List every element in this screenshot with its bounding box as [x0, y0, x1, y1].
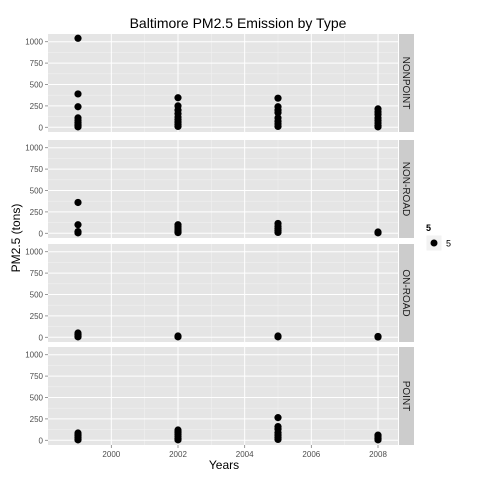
- facet-panel-point: 0 250 500 750 1000 POINT: [25, 347, 414, 445]
- y-tick-label: 250: [30, 102, 44, 111]
- data-point: [74, 34, 82, 42]
- data-point: [274, 122, 282, 131]
- x-tick-label: 2002: [169, 450, 187, 459]
- data-point: [174, 229, 182, 237]
- data-point: [374, 436, 382, 444]
- data-point: [174, 94, 182, 102]
- panel-background: [48, 140, 398, 238]
- y-tick-label: 250: [30, 208, 44, 217]
- data-point: [374, 333, 382, 341]
- data-point: [74, 229, 82, 237]
- facet-panels: 0 250 500 750 1000 NONPOINT 0 250 500 750 1000 NON-…: [25, 34, 414, 445]
- y-tick-label: 0: [39, 123, 44, 132]
- y-tick-label: 250: [30, 312, 44, 321]
- y-tick-label: 0: [39, 333, 44, 342]
- facet-strip-label: NON-ROAD: [400, 162, 411, 216]
- y-tick-label: 1000: [25, 38, 43, 47]
- data-point: [74, 90, 82, 98]
- data-point: [274, 414, 282, 422]
- facet-strip-label: POINT: [400, 381, 411, 412]
- data-point: [74, 123, 82, 131]
- data-point: [174, 122, 182, 131]
- facet-panel-on-road: 0 250 500 750 1000 ON-ROAD: [25, 244, 414, 342]
- facet-panel-non-road: 0 250 500 750 1000 NON-ROAD: [25, 140, 414, 238]
- data-point: [274, 94, 282, 102]
- y-tick-label: 1000: [25, 351, 43, 360]
- y-tick-label: 500: [30, 290, 44, 299]
- data-point: [374, 229, 382, 237]
- data-point: [174, 436, 182, 444]
- data-point: [274, 435, 282, 444]
- data-point: [74, 103, 82, 111]
- legend-key-point: [430, 239, 438, 247]
- panel-background: [48, 244, 398, 342]
- y-tick-label: 750: [30, 59, 44, 68]
- data-point: [74, 333, 82, 341]
- data-point: [74, 221, 82, 229]
- legend: 5 5: [425, 223, 451, 252]
- facet-strip: [399, 140, 414, 238]
- panel-background: [48, 34, 398, 132]
- y-tick-label: 500: [30, 393, 44, 402]
- facet-strip: [399, 347, 414, 445]
- panel-background: [48, 347, 398, 445]
- x-axis: 2000 2002 2004 2006 2008: [102, 445, 387, 459]
- data-point: [74, 198, 82, 207]
- y-tick-label: 1000: [25, 248, 43, 257]
- x-tick-label: 2004: [236, 450, 254, 459]
- y-tick-label: 250: [30, 415, 44, 424]
- x-tick-label: 2000: [102, 450, 120, 459]
- data-point: [374, 123, 382, 131]
- y-tick-label: 750: [30, 269, 44, 278]
- data-point: [74, 436, 82, 444]
- legend-label: 5: [446, 239, 451, 249]
- facet-strip: [399, 244, 414, 342]
- y-tick-label: 0: [39, 229, 44, 238]
- y-tick-label: 750: [30, 372, 44, 381]
- legend-title: 5: [426, 223, 431, 233]
- x-tick-label: 2008: [369, 450, 387, 459]
- x-tick-label: 2006: [302, 450, 320, 459]
- facet-strip-label: ON-ROAD: [400, 269, 411, 316]
- data-point: [274, 333, 282, 341]
- y-tick-label: 1000: [25, 144, 43, 153]
- y-axis-title: PM2.5 (tons): [9, 204, 23, 273]
- chart-title: Baltimore PM2.5 Emission by Type: [130, 15, 347, 31]
- data-point: [174, 333, 182, 341]
- x-axis-title: Years: [209, 458, 239, 472]
- facet-strip: [399, 34, 414, 132]
- data-point: [274, 109, 282, 117]
- data-point: [274, 228, 282, 237]
- facet-strip-label: NONPOINT: [400, 57, 411, 110]
- y-tick-label: 0: [39, 436, 44, 445]
- y-tick-label: 500: [30, 80, 44, 89]
- y-tick-label: 500: [30, 186, 44, 195]
- facet-panel-nonpoint: 0 250 500 750 1000 NONPOINT: [25, 34, 414, 132]
- y-tick-label: 750: [30, 165, 44, 174]
